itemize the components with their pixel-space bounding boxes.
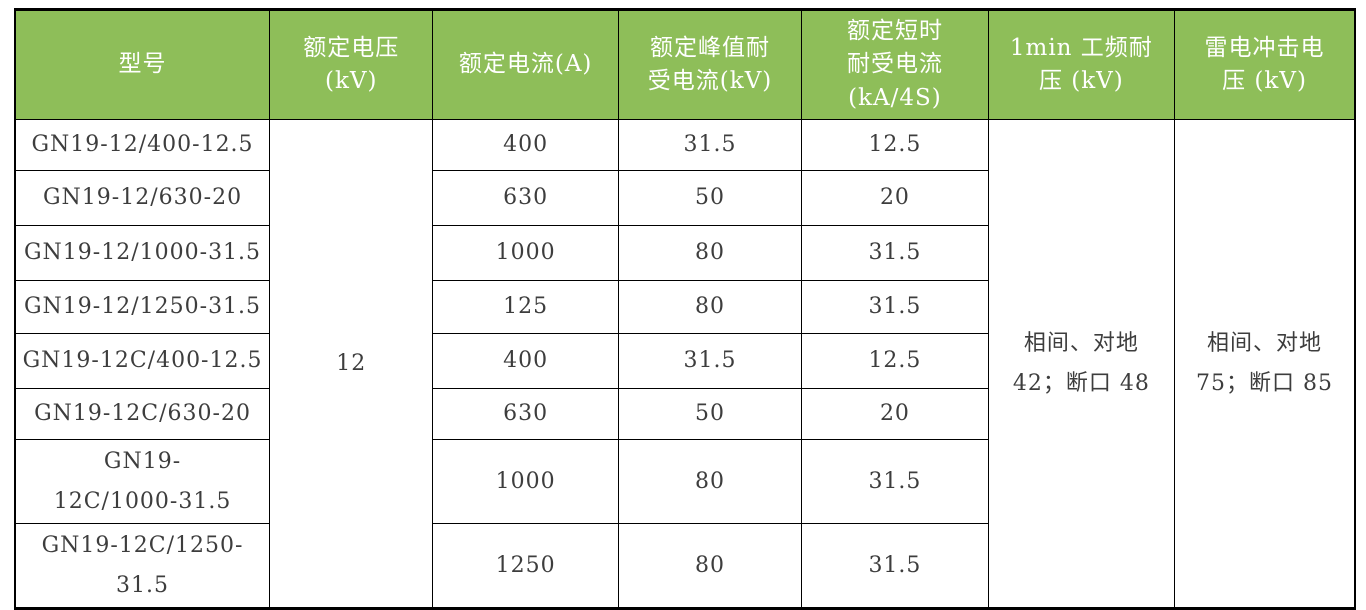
short-time-withstand-cell: 31.5 (801, 280, 989, 334)
peak-withstand-cell: 50 (617, 388, 803, 440)
rated-current-cell: 630 (432, 388, 619, 440)
model-cell: GN19-12C/1250-31.5 (14, 523, 271, 610)
table-row: GN19-12/400-12.5 12 400 31.5 12.5 相间、对地 … (14, 118, 1356, 610)
short-time-withstand-cell: 31.5 (801, 438, 989, 525)
peak-withstand-cell: 80 (617, 523, 803, 610)
header-peak-withstand-current: 额定峰值耐 受电流(kV) (617, 9, 803, 120)
header-row: 型号 额定电压 (kV) 额定电流(A) 额定峰值耐 受电流(kV) 额定短时 … (14, 9, 1356, 120)
header-rated-voltage: 额定电压 (kV) (269, 9, 434, 120)
header-short-time-withstand-current: 额定短时 耐受电流 (kA/4S) (801, 9, 989, 120)
table-row: GN19- 12C/1000-31.5 1000 80 31.5 (14, 438, 1355, 525)
model-cell: GN19-12/630-20 (14, 170, 271, 226)
rated-current-cell: 630 (432, 170, 619, 226)
peak-withstand-cell: 80 (617, 438, 803, 525)
model-cell: GN19-12/400-12.5 (14, 119, 271, 171)
rated-current-cell: 1000 (432, 225, 619, 281)
table-row: GN19-12C/630-20 630 50 20 (14, 388, 1355, 440)
power-frequency-withstand-merged-cell: 相间、对地 42；断口 48 (987, 118, 1176, 610)
short-time-withstand-cell: 12.5 (801, 119, 989, 171)
short-time-withstand-cell: 12.5 (801, 333, 989, 389)
model-cell: GN19-12/1250-31.5 (14, 280, 271, 334)
table-row: GN19-12/1250-31.5 125 80 31.5 (14, 280, 1355, 334)
table-row: GN19-12/1000-31.5 1000 80 31.5 (14, 225, 1355, 281)
peak-withstand-cell: 50 (617, 170, 803, 226)
table-row: GN19-12/630-20 630 50 20 (14, 170, 1355, 226)
rated-current-cell: 400 (432, 333, 619, 389)
rated-voltage-merged-cell: 12 (269, 118, 434, 610)
short-time-withstand-cell: 31.5 (801, 225, 989, 281)
rated-current-cell: 400 (432, 119, 619, 171)
peak-withstand-cell: 31.5 (617, 119, 803, 171)
model-cell: GN19-12/1000-31.5 (14, 225, 271, 281)
peak-withstand-cell: 80 (617, 225, 803, 281)
rated-current-cell: 1000 (432, 438, 619, 525)
header-rated-current: 额定电流(A) (432, 9, 619, 120)
model-cell: GN19-12C/400-12.5 (14, 333, 271, 389)
header-model: 型号 (14, 9, 271, 120)
header-power-frequency-withstand: 1min 工频耐 压 (kV) (987, 9, 1176, 120)
short-time-withstand-cell: 20 (801, 388, 989, 440)
model-cell: GN19- 12C/1000-31.5 (14, 438, 271, 525)
short-time-withstand-cell: 31.5 (801, 523, 989, 610)
rated-current-cell: 1250 (432, 523, 619, 610)
model-cell: GN19-12C/630-20 (14, 388, 271, 440)
lightning-impulse-merged-cell: 相间、对地 75；断口 85 (1174, 118, 1356, 610)
rated-current-cell: 125 (432, 280, 619, 334)
peak-withstand-cell: 31.5 (617, 333, 803, 389)
header-lightning-impulse-voltage: 雷电冲击电 压 (kV) (1174, 9, 1356, 120)
peak-withstand-cell: 80 (617, 280, 803, 334)
spec-table-container: 型号 额定电压 (kV) 额定电流(A) 额定峰值耐 受电流(kV) 额定短时 … (14, 8, 1356, 610)
spec-table: 型号 额定电压 (kV) 额定电流(A) 额定峰值耐 受电流(kV) 额定短时 … (14, 8, 1356, 610)
short-time-withstand-cell: 20 (801, 170, 989, 226)
